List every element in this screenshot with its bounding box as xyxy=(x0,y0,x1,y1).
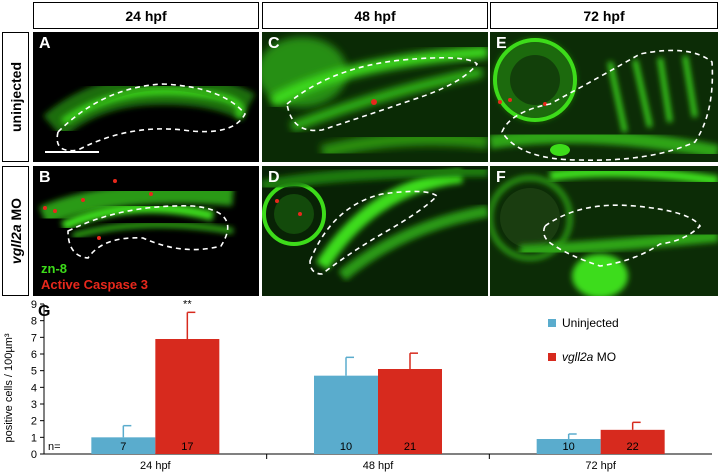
legend-label: vgll2a MO xyxy=(562,350,616,364)
micrograph-panel-d: D xyxy=(262,166,488,296)
panel-a-image xyxy=(43,74,256,153)
panel-c-image xyxy=(262,32,488,162)
micrograph-panel-b: B zn-8 Active Caspase 3 xyxy=(33,166,259,296)
bar xyxy=(600,429,665,454)
panel-label-b: B xyxy=(39,169,51,186)
panel-f-image xyxy=(490,166,718,296)
bar xyxy=(314,375,378,454)
y-tick-label: 5 xyxy=(31,366,37,378)
stain-legend-green: zn-8 xyxy=(41,261,67,276)
panel-label-a: A xyxy=(39,35,51,52)
column-header-48hpf: 48 hpf xyxy=(262,2,488,29)
x-tick-label: 24 hpf xyxy=(140,460,172,472)
panel-e-image xyxy=(490,32,718,162)
legend-swatch xyxy=(548,353,556,361)
y-tick-label: 4 xyxy=(31,382,37,394)
x-tick-label: 48 hpf xyxy=(363,460,395,472)
sample-size-label: 10 xyxy=(563,441,575,453)
gene-suffix: MO xyxy=(7,197,24,225)
x-tick-label: 72 hpf xyxy=(585,460,617,472)
bar xyxy=(155,339,220,454)
panel-b-image xyxy=(39,179,234,259)
micrograph-panel-e: E xyxy=(490,32,718,162)
sample-size-label: 22 xyxy=(627,441,639,453)
legend-label: Uninjected xyxy=(562,316,619,330)
panel-label-e: E xyxy=(496,35,507,52)
panel-label-c: C xyxy=(268,35,280,52)
bar xyxy=(536,439,601,454)
y-axis-label: positive cells / 100µm³ xyxy=(3,333,15,442)
y-tick-label: 6 xyxy=(31,349,37,361)
row-header-morphant: vgll2a MO xyxy=(2,166,29,296)
y-tick-label: 1 xyxy=(31,432,37,444)
gene-name: vgll2a xyxy=(7,224,24,265)
y-tick-label: 9 xyxy=(31,299,37,311)
column-header-24hpf: 24 hpf xyxy=(33,2,259,29)
panel-label-f: F xyxy=(496,169,506,186)
sample-size-label: 7 xyxy=(120,441,126,453)
y-tick-label: 0 xyxy=(31,449,37,461)
panel-d-image xyxy=(262,166,488,296)
row-header-morphant-label: vgll2a MO xyxy=(8,198,24,264)
legend-gene-suffix: MO xyxy=(593,350,616,364)
panel-label-d: D xyxy=(268,169,280,186)
row-header-uninjected: uninjected xyxy=(2,32,29,162)
bar xyxy=(91,437,156,454)
row-header-uninjected-label: uninjected xyxy=(7,61,24,133)
y-tick-label: 2 xyxy=(31,416,37,428)
sample-size-label: 21 xyxy=(404,441,416,453)
significance-marker: ** xyxy=(183,298,192,310)
chart-bars: 7 17 10 21 10 22 n= ** xyxy=(48,298,665,454)
legend-swatch xyxy=(548,319,556,327)
sample-size-label: 10 xyxy=(340,441,352,453)
sample-size-prefix: n= xyxy=(48,441,61,453)
stain-legend-red: Active Caspase 3 xyxy=(41,277,148,292)
micrograph-panel-a: A xyxy=(33,32,259,162)
bar xyxy=(378,369,442,454)
sample-size-label: 17 xyxy=(181,441,193,453)
chart-legend: Uninjected vgll2a MO xyxy=(548,316,619,364)
y-tick-label: 8 xyxy=(31,316,37,328)
y-tick-label: 7 xyxy=(31,332,37,344)
column-header-72hpf: 72 hpf xyxy=(490,2,718,29)
micrograph-panel-c: C xyxy=(262,32,488,162)
micrograph-panel-f: F xyxy=(490,166,718,296)
y-tick-label: 3 xyxy=(31,399,37,411)
legend-gene-name: vgll2a xyxy=(562,350,594,364)
